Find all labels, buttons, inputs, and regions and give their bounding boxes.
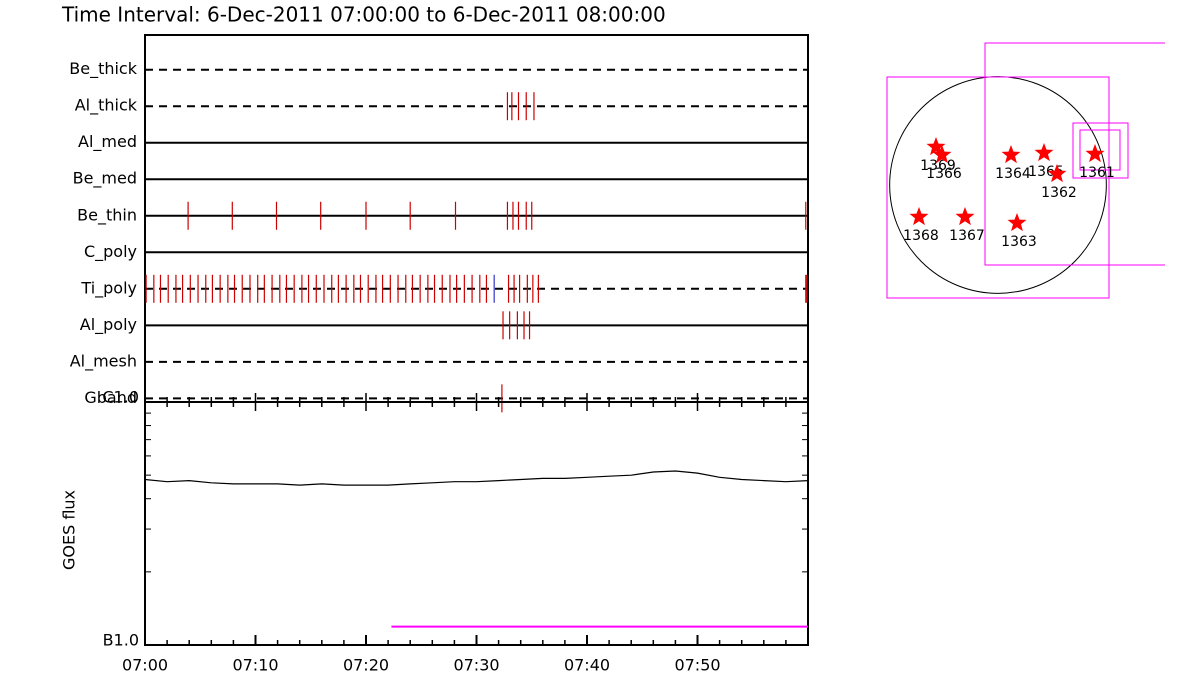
active-region-star [1001, 145, 1021, 164]
panel-frame [144, 401, 809, 646]
x-tick-label: 07:10 [232, 656, 278, 675]
fov-box [984, 42, 1165, 266]
active-region-star [1007, 213, 1027, 232]
x-tick-label: 07:40 [564, 656, 610, 675]
active-region-star [1047, 164, 1067, 183]
active-region-label: 1368 [903, 228, 939, 244]
x-tick-label: 07:00 [122, 656, 168, 675]
series-line [144, 470, 809, 486]
fov-box [886, 76, 1110, 299]
fov-box [1079, 129, 1121, 171]
active-region-star [926, 137, 946, 156]
active-region-label: 1364 [995, 166, 1031, 182]
y-tick-label: B1.0 [103, 631, 139, 650]
active-region-star [1085, 144, 1105, 163]
fov-box [1072, 122, 1129, 179]
active-region-label: 1361 [1079, 165, 1115, 181]
filter-label: Gband [84, 388, 137, 407]
active-region-label: 1367 [949, 228, 985, 244]
filter-label: Be_med [73, 169, 137, 189]
active-region-star [932, 145, 952, 164]
active-region-label: 1363 [1001, 234, 1037, 250]
y-axis-label: GOES flux [60, 490, 79, 570]
active-region-star [955, 207, 975, 226]
filter-label: Ti_poly [80, 278, 137, 298]
x-tick-label: 07:50 [674, 656, 720, 675]
filter-label: Be_thin [77, 205, 137, 225]
active-region-label: 1362 [1041, 185, 1077, 201]
filter-label: Al_thick [75, 96, 138, 116]
active-region-star [1034, 143, 1054, 162]
y-tick-label: C1.0 [102, 388, 139, 407]
x-tick-label: 07:20 [343, 656, 389, 675]
panel-frame [144, 34, 809, 403]
active-region-label: 1366 [926, 166, 962, 182]
title: Time Interval: 6-Dec-2011 07:00:00 to 6-… [61, 3, 666, 27]
filter-label: C_poly [84, 242, 137, 262]
filter-label: Be_thick [69, 59, 137, 79]
filter-label: Al_mesh [70, 351, 137, 371]
x-tick-label: 07:30 [453, 656, 499, 675]
filter-label: Al_med [78, 132, 137, 152]
active-region-star [909, 207, 929, 226]
filter-label: Al_poly [80, 315, 137, 335]
